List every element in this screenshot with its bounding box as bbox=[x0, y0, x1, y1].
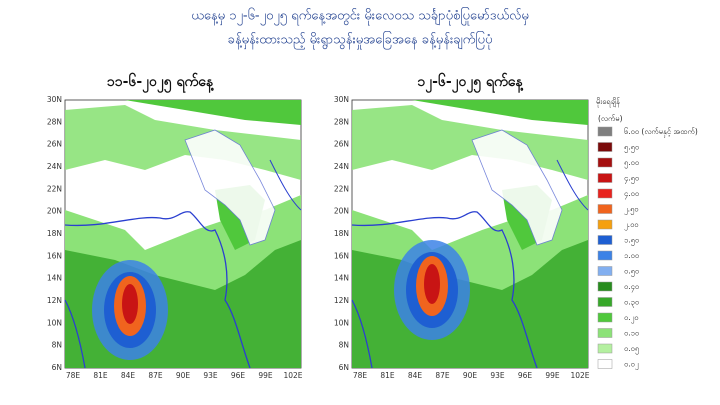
lat-label: 30N bbox=[334, 95, 349, 104]
coastline bbox=[269, 159, 302, 211]
lat-label: 16N bbox=[47, 251, 62, 260]
lat-label: 6N bbox=[52, 363, 62, 372]
lat-label: 10N bbox=[47, 318, 62, 327]
legend-swatch bbox=[597, 235, 613, 245]
lat-label: 8N bbox=[52, 341, 62, 350]
legend-swatch bbox=[597, 157, 613, 168]
lon-label: 84E bbox=[408, 371, 423, 380]
legend-label: ၁.၅၀ bbox=[624, 236, 639, 246]
legend-label: ၅.၀၀ bbox=[624, 158, 639, 168]
panel-title: ၁၂-၆-၂၀၂၅ ရက်နေ့ bbox=[417, 73, 524, 93]
legend-label: ၂.၀၀ bbox=[624, 220, 639, 230]
legend-label: ၀.၄၀ bbox=[624, 282, 639, 292]
map: 30N 28N 26N 24N 22N 20N 18N 16N 14N 12N 10N 8N 6N 78E… bbox=[47, 95, 303, 380]
lat-label: 24N bbox=[334, 162, 349, 171]
lat-label: 18N bbox=[334, 229, 349, 238]
legend-label: ၀.၂၀ bbox=[624, 313, 639, 323]
legend-label: ၀.၃၀ bbox=[624, 298, 639, 308]
lon-label: 96E bbox=[518, 371, 533, 380]
legend-swatch bbox=[597, 126, 613, 137]
legend-swatch bbox=[597, 281, 613, 292]
lat-label: 28N bbox=[334, 117, 349, 126]
coastline bbox=[64, 211, 251, 369]
lat-label: 26N bbox=[334, 140, 349, 149]
lat-label: 14N bbox=[334, 274, 349, 283]
legend-swatch bbox=[597, 266, 613, 276]
legend-swatch bbox=[597, 359, 613, 369]
lat-label: 14N bbox=[47, 274, 62, 283]
lat-label: 26N bbox=[47, 140, 62, 149]
lon-label: 102E bbox=[570, 371, 589, 380]
lat-label: 20N bbox=[334, 207, 349, 216]
lat-label: 20N bbox=[47, 207, 62, 216]
lon-label: 87E bbox=[148, 371, 163, 380]
lat-label: 24N bbox=[47, 162, 62, 171]
storm bbox=[122, 284, 138, 324]
legend-swatch bbox=[597, 188, 613, 199]
border bbox=[184, 129, 276, 246]
legend-swatch bbox=[597, 343, 613, 354]
lat-label: 16N bbox=[334, 251, 349, 260]
legend-swatch bbox=[597, 173, 613, 183]
lon-label: 90E bbox=[176, 371, 191, 380]
coastline bbox=[351, 299, 373, 369]
title-line: ယနေ့မှ ၁၂-၆-၂၀၂၅ ရက်နေ့အတွင်း မိုးလေဝသ သ… bbox=[191, 7, 529, 26]
legend-swatch bbox=[597, 142, 613, 152]
lon-label: 102E bbox=[283, 371, 302, 380]
lat-label: 18N bbox=[47, 229, 62, 238]
rain-area bbox=[65, 100, 301, 125]
legend-title: မိုးရေချိန် bbox=[596, 97, 620, 107]
lon-label: 99E bbox=[258, 371, 273, 380]
legend-label: ၂.၅၀ bbox=[624, 205, 639, 215]
legend-label: ၀.၀၅ bbox=[624, 344, 639, 354]
coastline bbox=[64, 299, 86, 369]
legend-swatch bbox=[597, 204, 613, 214]
legend-swatch bbox=[597, 297, 613, 307]
lat-label: 22N bbox=[334, 184, 349, 193]
map: 30N 28N 26N 24N 22N 20N 18N 16N 14N 12N 10N 8N 6N 78E… bbox=[334, 95, 590, 380]
lon-label: 84E bbox=[121, 371, 136, 380]
legend-label: ၄.၀၀ bbox=[624, 189, 639, 199]
lon-label: 87E bbox=[435, 371, 450, 380]
lon-label: 99E bbox=[545, 371, 560, 380]
coastline bbox=[351, 211, 538, 369]
lon-label: 96E bbox=[231, 371, 246, 380]
lon-label: 93E bbox=[490, 371, 505, 380]
panel-title: ၁၁-၆-၂၀၂၅ ရက်နေ့ bbox=[107, 73, 215, 93]
lat-label: 6N bbox=[339, 363, 349, 372]
lon-label: 81E bbox=[380, 371, 395, 380]
rain-area bbox=[352, 100, 588, 125]
lat-label: 28N bbox=[47, 117, 62, 126]
legend-label: ၄.၅၀ bbox=[624, 174, 639, 184]
legend-label: ၀.၁၀ bbox=[624, 329, 639, 338]
legend-label: ၀.၀၂ bbox=[624, 360, 639, 370]
legend-swatch bbox=[597, 219, 613, 230]
lon-label: 90E bbox=[463, 371, 478, 380]
legend-label: ၆.၀၀ (လက်မနှင့် အထက်) bbox=[624, 127, 698, 137]
lon-label: 93E bbox=[203, 371, 218, 380]
lat-label: 8N bbox=[339, 341, 349, 350]
title-line: ခန့်မှန်းထားသည့် မိုးရွာသွန်းမှုအခြေအနေ … bbox=[228, 31, 493, 50]
coastline bbox=[556, 159, 589, 211]
border bbox=[471, 129, 563, 246]
legend-label: ၁.၀၀ bbox=[624, 251, 639, 260]
storm bbox=[424, 264, 440, 304]
lat-label: 12N bbox=[334, 296, 349, 305]
lat-label: 22N bbox=[47, 184, 62, 193]
legend-label: ၅.၅၀ bbox=[624, 143, 639, 153]
legend-unit: (လက်မ) bbox=[598, 114, 623, 123]
lat-label: 12N bbox=[47, 296, 62, 305]
legend-swatch bbox=[597, 328, 613, 338]
legend-label: ၀.၅၀ bbox=[624, 267, 639, 277]
lat-label: 10N bbox=[334, 318, 349, 327]
lon-label: 78E bbox=[66, 371, 81, 380]
lon-label: 81E bbox=[93, 371, 108, 380]
legend-swatch bbox=[597, 312, 613, 323]
lat-label: 30N bbox=[47, 95, 62, 104]
lon-label: 78E bbox=[353, 371, 368, 380]
legend-swatch bbox=[597, 250, 613, 261]
